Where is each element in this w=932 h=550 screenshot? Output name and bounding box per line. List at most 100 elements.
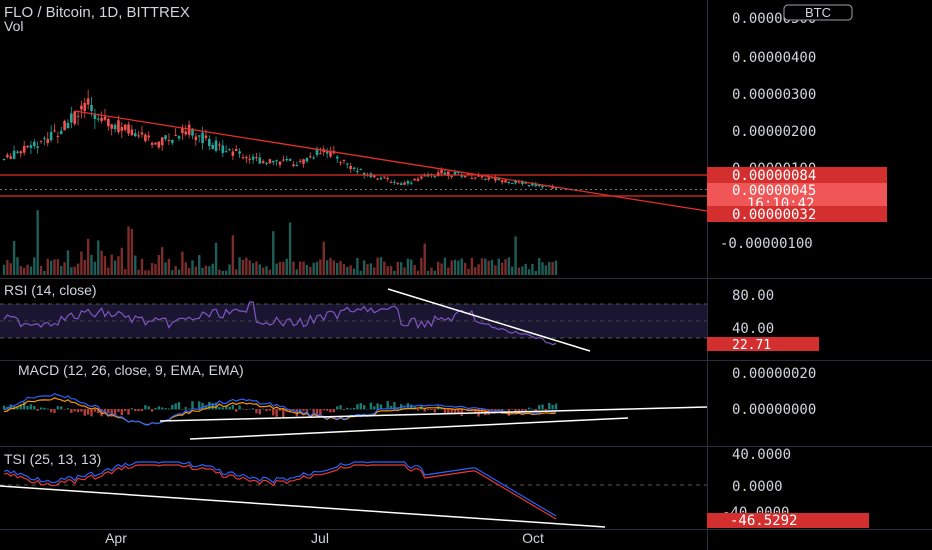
macd-upper-trendline[interactable] — [159, 406, 708, 422]
candle-body — [157, 141, 161, 148]
candle-body — [174, 135, 177, 137]
macd-histogram-bar — [231, 404, 235, 410]
macd-histogram-bar — [107, 409, 110, 414]
tsi-tick-40: 40.0000 — [732, 447, 791, 463]
volume-bar — [426, 270, 430, 275]
volume-bar — [450, 260, 453, 275]
macd-histogram-bar — [255, 409, 258, 414]
volume-bar — [403, 267, 406, 275]
macd-lower-trendline[interactable] — [189, 417, 629, 440]
macd-line — [3, 392, 557, 426]
macd-histogram-bar — [160, 407, 164, 410]
candle-body — [224, 151, 228, 153]
candle-body — [312, 157, 315, 159]
volume-bar — [73, 266, 76, 275]
candle-body — [453, 172, 457, 175]
macd-histogram-bar — [245, 409, 248, 410]
volume-bar — [474, 267, 477, 275]
volume-bar — [60, 266, 63, 275]
volume-bar — [490, 259, 494, 275]
volume-bar — [329, 257, 332, 275]
macd-histogram-bar — [46, 408, 49, 410]
candle-body — [534, 183, 538, 186]
candle-body — [500, 180, 504, 183]
macd-histogram-bar — [154, 407, 157, 410]
volume-bar — [157, 254, 161, 275]
volume-bar — [389, 266, 393, 275]
candle-body — [480, 174, 484, 178]
macd-histogram-bar — [224, 405, 228, 410]
candle-body — [2, 159, 6, 161]
macd-histogram-bar — [346, 407, 349, 410]
price-tick-neg100: -0.00000100 — [720, 236, 813, 252]
macd-histogram-bar — [16, 406, 19, 410]
volume-bar — [531, 263, 534, 275]
macd-histogram-bar — [66, 408, 70, 410]
volume-bar — [261, 267, 265, 275]
volume-bar — [537, 258, 541, 275]
candle-body — [433, 176, 437, 178]
volume-bar — [70, 267, 73, 275]
volume-bar — [457, 260, 460, 275]
tsi-line — [3, 461, 557, 517]
macd-histogram-bar — [150, 409, 154, 412]
macd-histogram-bar — [548, 402, 551, 410]
volume-bar — [154, 264, 157, 275]
candle-body — [208, 139, 211, 147]
candle-body — [248, 158, 252, 160]
macd-histogram-bar — [171, 404, 174, 410]
candle-body — [234, 148, 238, 152]
volume-bar — [480, 258, 484, 275]
volume-bar — [144, 270, 147, 275]
macd-histogram-bar — [524, 409, 527, 412]
price-trendlines[interactable] — [0, 110, 708, 212]
macd-histogram-bar — [167, 408, 171, 410]
candle-body — [484, 179, 487, 181]
volume-bar — [103, 256, 107, 275]
macd-histogram-bar — [113, 409, 117, 417]
macd-histogram-bar — [2, 405, 6, 410]
volume-bar — [339, 261, 342, 275]
candle-body — [46, 138, 50, 144]
macd-histogram-bar — [359, 403, 362, 410]
macd-histogram-bar — [22, 401, 26, 410]
volume-bar — [322, 241, 325, 275]
lower-level-label-bg — [707, 206, 887, 222]
descending-resistance-line[interactable] — [74, 110, 708, 212]
candle-body — [56, 135, 60, 137]
candle-body — [335, 156, 339, 159]
volume-bar — [356, 257, 359, 275]
volume-bar — [332, 260, 336, 275]
volume-bar — [272, 231, 275, 275]
candle-body — [22, 145, 26, 153]
volume-bar — [359, 270, 362, 275]
candle-body — [325, 150, 329, 154]
macd-histogram-bar — [73, 409, 76, 412]
macd-histogram-bar — [322, 409, 325, 411]
macd-histogram-bar — [204, 405, 208, 410]
volume-bar — [285, 258, 288, 275]
volume-bar — [36, 210, 39, 275]
macd-histogram-bar — [490, 409, 494, 412]
candle-body — [282, 159, 285, 161]
tsi-downtrend-line[interactable] — [0, 485, 606, 528]
candle-body — [278, 161, 282, 165]
macd-histogram-bar — [386, 401, 389, 410]
volume-bar — [275, 263, 278, 275]
currency-badge-text[interactable]: BTC — [805, 5, 831, 20]
rsi-downtrend-line[interactable] — [387, 288, 591, 352]
macd-histogram-bar — [261, 408, 265, 410]
volume-bar — [46, 258, 49, 275]
macd-histogram-bar — [413, 406, 416, 410]
candle-body — [467, 173, 470, 175]
candle-body — [211, 145, 214, 149]
macd-histogram-bar — [221, 407, 224, 410]
chart-title: FLO / Bitcoin, 1D, BITTREX — [4, 4, 190, 21]
candle-body — [218, 144, 221, 146]
volume-bar — [76, 263, 80, 275]
macd-histogram-bar — [70, 409, 73, 413]
volume-bar — [177, 269, 181, 275]
volume-bar — [319, 259, 322, 275]
macd-histogram-bar — [460, 409, 463, 416]
